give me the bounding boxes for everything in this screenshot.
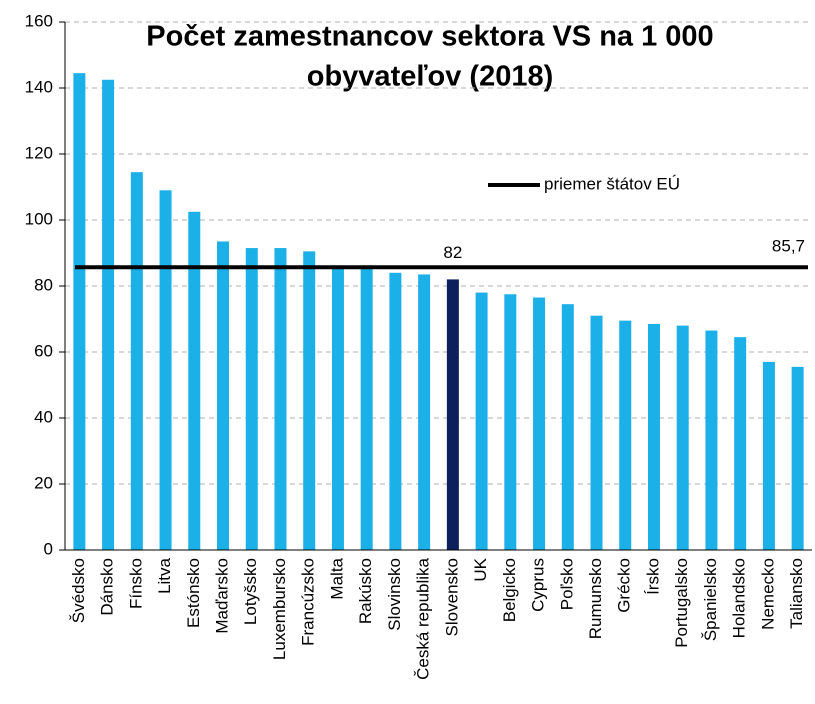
x-tick-label: Dánsko [98, 558, 117, 616]
bar [561, 304, 574, 550]
x-tick-label: UK [471, 557, 490, 581]
y-tick-label: 20 [34, 473, 53, 492]
bar [590, 315, 603, 550]
bar [647, 323, 660, 550]
bar [159, 190, 172, 551]
y-tick-label: 160 [25, 11, 53, 30]
x-tick-label: Cyprus [529, 558, 548, 612]
bar [533, 297, 546, 550]
y-tick-label: 120 [25, 143, 53, 162]
chart-title: Počet zamestnancov sektora VS na 1 000 [146, 21, 713, 53]
bar [475, 292, 488, 550]
bar [791, 366, 804, 550]
bar [705, 330, 718, 550]
bar [217, 241, 230, 550]
bar [274, 248, 287, 551]
bar [389, 272, 402, 550]
x-tick-label: Slovinsko [385, 558, 404, 631]
x-tick-label: Maďarsko [213, 558, 232, 634]
bar [446, 279, 459, 550]
x-tick-label: Grécko [615, 558, 634, 613]
bar [303, 251, 316, 550]
x-tick-label: Rakúsko [356, 558, 375, 624]
x-tick-label: Lotyšsko [241, 558, 260, 625]
x-tick-label: Luxembursko [270, 558, 289, 660]
x-tick-label: Poľsko [557, 558, 576, 610]
bar [504, 294, 517, 550]
x-tick-label: Holandsko [730, 558, 749, 638]
x-tick-label: Francúzsko [299, 558, 318, 646]
x-tick-label: Belgicko [500, 558, 519, 622]
x-tick-label: Litva [155, 557, 174, 593]
bar [762, 361, 775, 550]
x-tick-label: Taliansko [787, 558, 806, 629]
x-tick-label: Fínsko [126, 558, 145, 609]
y-tick-label: 80 [34, 275, 53, 294]
bar [734, 337, 747, 550]
bar [245, 248, 258, 551]
y-tick-label: 100 [25, 209, 53, 228]
x-tick-label: Portugalsko [672, 558, 691, 648]
chart-title: obyvateľov (2018) [307, 61, 554, 93]
y-tick-label: 0 [44, 539, 53, 558]
x-tick-label: Španielsko [701, 558, 720, 641]
x-tick-label: Česká republika [414, 557, 433, 679]
y-tick-label: 40 [34, 407, 53, 426]
y-tick-label: 60 [34, 341, 53, 360]
x-tick-label: Estónsko [184, 558, 203, 628]
bar [130, 172, 143, 550]
x-tick-label: Nemecko [758, 558, 777, 630]
bar [676, 325, 689, 550]
bar [188, 211, 201, 550]
data-label: 82 [443, 243, 462, 262]
x-tick-label: Slovensko [442, 558, 461, 636]
bar [619, 320, 632, 550]
x-tick-label: Švédsko [69, 558, 88, 623]
x-tick-label: Rumunsko [586, 558, 605, 639]
reference-label: 85,7 [772, 237, 805, 256]
bar [331, 266, 344, 550]
bar [418, 274, 431, 550]
x-tick-label: Írsko [643, 558, 662, 595]
bar [73, 73, 86, 551]
legend-label: priemer štátov EÚ [544, 174, 680, 193]
bar [360, 267, 373, 550]
x-tick-label: Malta [327, 557, 346, 599]
bar [102, 79, 115, 550]
y-tick-label: 140 [25, 77, 53, 96]
